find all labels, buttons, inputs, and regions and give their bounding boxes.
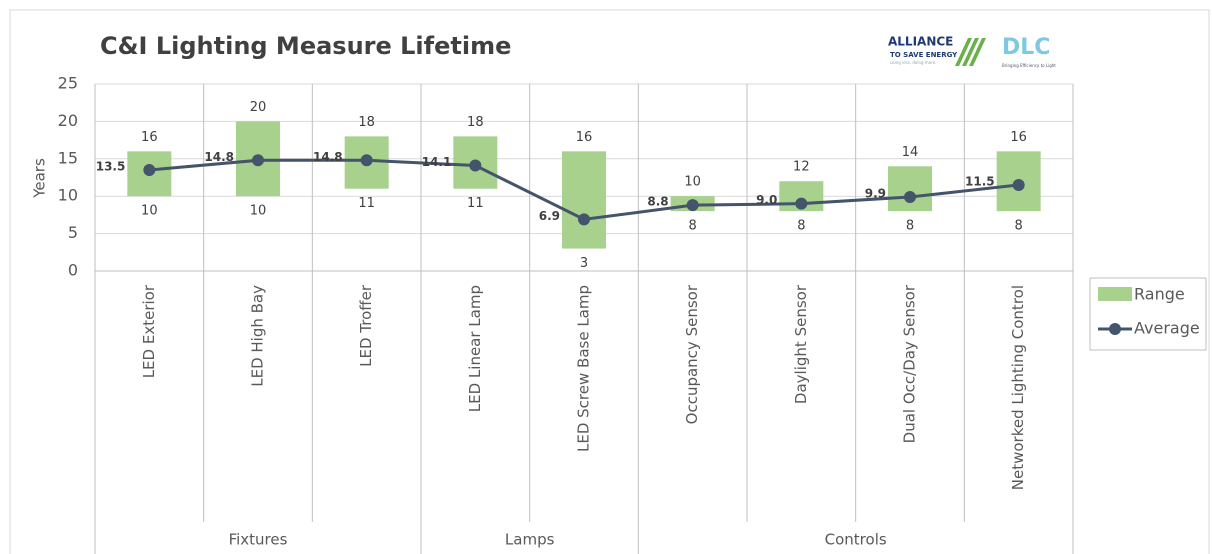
range-high-label: 18 [467, 115, 484, 130]
x-tick-label: Daylight Sensor [792, 284, 810, 404]
y-tick-label: 10 [58, 186, 78, 205]
legend-label: Range [1134, 285, 1185, 304]
range-low-label: 10 [141, 204, 158, 219]
x-tick-label: Dual Occ/Day Sensor [901, 284, 919, 443]
logo-text: TO SAVE ENERGY [890, 51, 958, 59]
range-high-label: 18 [358, 115, 375, 130]
average-label: 14.8 [313, 150, 343, 164]
average-point [904, 190, 916, 203]
x-tick-label: LED Screw Base Lamp [575, 285, 593, 452]
legend-swatch [1098, 287, 1132, 301]
legend-label: Average [1134, 319, 1200, 338]
average-point [252, 154, 264, 167]
average-label: 13.5 [96, 160, 126, 174]
x-tick-label: LED Linear Lamp [466, 285, 484, 412]
x-tick-label: Networked Lighting Control [1009, 285, 1027, 490]
x-tick-label: LED High Bay [249, 285, 267, 387]
average-label: 8.8 [647, 195, 668, 209]
y-tick-label: 15 [58, 148, 78, 167]
average-label: 9.0 [756, 193, 777, 207]
average-point [1012, 178, 1025, 191]
average-label: 11.5 [965, 174, 995, 188]
y-tick-label: 25 [58, 74, 78, 93]
logo-stripes [955, 38, 986, 66]
range-bar [562, 151, 606, 249]
range-low-label: 8 [906, 219, 914, 234]
range-high-label: 16 [141, 130, 158, 145]
chart-border [9, 9, 1210, 554]
range-bar [888, 166, 932, 212]
average-point [469, 159, 482, 172]
group-label: Fixtures [229, 531, 288, 549]
range-low-label: 11 [358, 196, 375, 211]
logo-text: using less, doing more. [890, 60, 936, 65]
legend-dot [1109, 323, 1121, 335]
logo-text: ALLIANCE [888, 35, 953, 49]
alliance-logo: ALLIANCE TO SAVE ENERGY using less, doin… [888, 35, 986, 66]
group-label: Lamps [505, 531, 555, 549]
range-low-label: 11 [467, 196, 484, 211]
range-low-label: 8 [689, 219, 697, 234]
x-tick-label: LED Troffer [357, 284, 375, 367]
average-label: 9.9 [865, 186, 886, 200]
average-point [686, 199, 699, 212]
x-tick-label: Occupancy Sensor [683, 284, 701, 424]
average-point [360, 154, 373, 167]
dlc-logo: DLC Bringing Efficiency to Light [1002, 35, 1056, 68]
average-point [143, 164, 156, 177]
range-high-label: 20 [250, 100, 267, 115]
average-point [578, 213, 590, 226]
logo-text: DLC [1002, 35, 1050, 60]
range-low-label: 8 [797, 219, 805, 234]
average-label: 14.8 [204, 150, 234, 164]
group-label: Controls [825, 531, 887, 549]
range-low-label: 8 [1015, 219, 1023, 234]
y-tick-label: 5 [68, 223, 78, 242]
chart-title: C&I Lighting Measure Lifetime [100, 32, 511, 60]
logo-text: Bringing Efficiency to Light [1002, 63, 1056, 68]
range-high-label: 12 [793, 160, 810, 175]
range-high-label: 16 [1010, 130, 1027, 145]
range-high-label: 10 [684, 175, 701, 190]
range-low-label: 10 [250, 204, 267, 219]
average-label: 6.9 [539, 209, 560, 223]
range-high-label: 14 [902, 145, 919, 160]
y-tick-label: 20 [58, 111, 78, 130]
x-tick-label: LED Exterior [140, 284, 158, 378]
average-label: 14.1 [422, 155, 452, 169]
y-axis-label: Years [31, 158, 49, 199]
range-low-label: 3 [580, 256, 588, 271]
range-high-label: 16 [576, 130, 593, 145]
average-point [795, 197, 808, 210]
y-tick-label: 0 [68, 261, 78, 280]
